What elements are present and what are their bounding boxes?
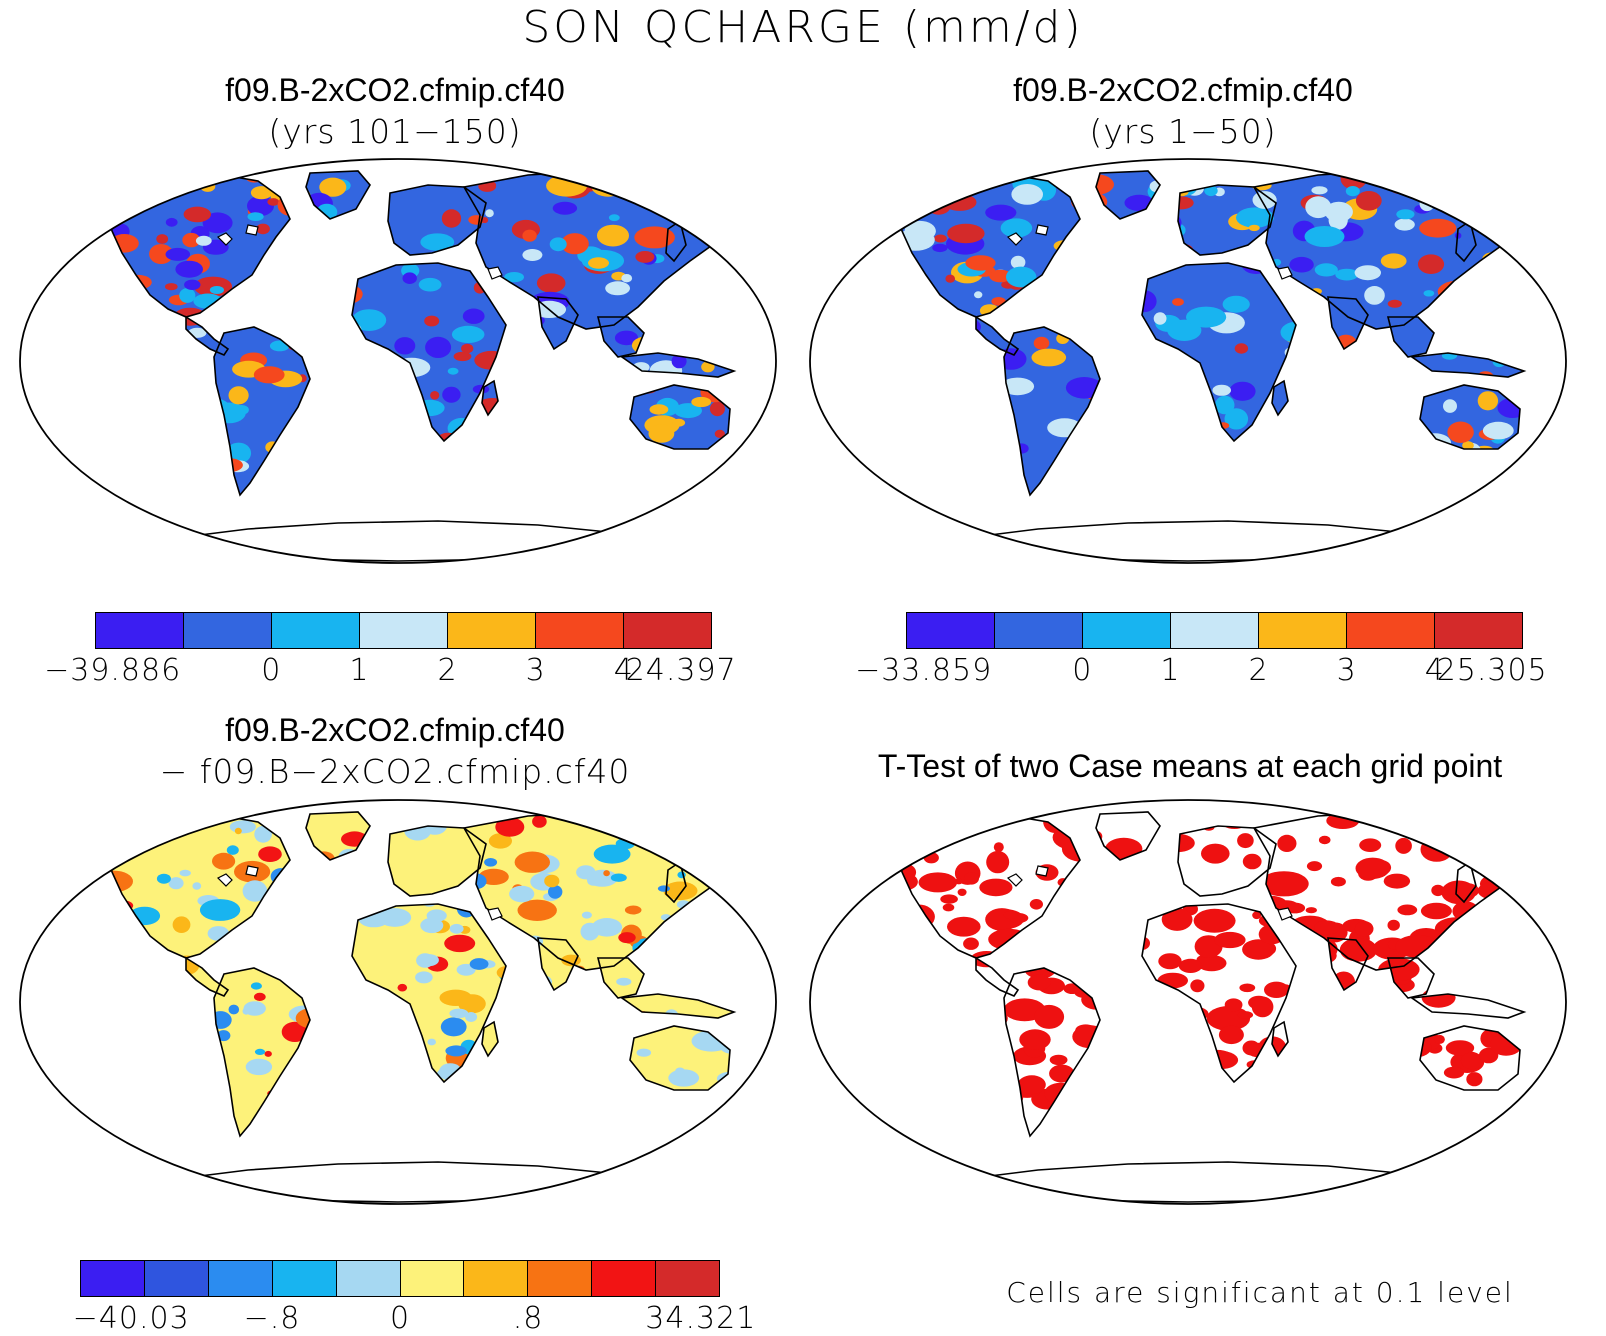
colorbar-swatch: [272, 1261, 337, 1296]
panel3-subtitle: − f09.B−2xCO2.cfmip.cf40: [159, 752, 631, 791]
colorbar-tick-label: −39.886: [44, 653, 182, 688]
colorbar-swatch: [907, 613, 995, 648]
colorbar-panel2: [906, 612, 1523, 649]
colorbar-swatch: [81, 1261, 145, 1296]
colorbar-swatch: [1259, 613, 1347, 648]
map-panel1: [19, 158, 777, 564]
colorbar-tick-label: 3: [1336, 653, 1357, 688]
colorbar-tick-label: 0: [389, 1301, 411, 1336]
colorbar-tick-label: −40.03: [72, 1301, 190, 1336]
colorbar-swatch: [336, 1261, 401, 1296]
colorbar-swatch: [1171, 613, 1259, 648]
colorbar-swatch: [208, 1261, 273, 1296]
colorbar-tick-label: 3: [525, 653, 546, 688]
colorbar-swatch: [995, 613, 1083, 648]
colorbar-panel3: [80, 1260, 720, 1297]
colorbar-swatch: [1083, 613, 1171, 648]
colorbar-swatch: [536, 613, 624, 648]
colorbar-swatch: [96, 613, 184, 648]
colorbar-swatch: [1435, 613, 1522, 648]
figure-title: SON QCHARGE (mm/d): [522, 2, 1084, 53]
colorbar-tick-label: 2: [1248, 653, 1269, 688]
colorbar-tick-label: 34.321: [645, 1301, 757, 1336]
map-panel2: [809, 158, 1567, 564]
colorbar-swatch: [624, 613, 711, 648]
panel3-case-title: f09.B-2xCO2.cfmip.cf40: [225, 712, 565, 748]
significance-footnote: Cells are significant at 0.1 level: [1006, 1276, 1514, 1309]
colorbar-swatch: [528, 1261, 593, 1296]
colorbar-tick-label: −33.859: [855, 653, 993, 688]
colorbar-tick-label: 1: [349, 653, 370, 688]
colorbar-tick-label: −.8: [243, 1301, 301, 1336]
colorbar-tick-label: .8: [512, 1301, 544, 1336]
colorbar-tick-label: 24.397: [625, 653, 737, 688]
panel1-case-title: f09.B-2xCO2.cfmip.cf40: [225, 72, 565, 108]
colorbar-tick-label: 4: [1424, 653, 1445, 688]
colorbar-tick-label: 0: [261, 653, 282, 688]
map-panel4: [809, 799, 1567, 1205]
panel1-subtitle: (yrs 101−150): [268, 112, 522, 151]
colorbar-swatch: [144, 1261, 209, 1296]
colorbar-swatch: [1347, 613, 1435, 648]
colorbar-swatch: [592, 1261, 657, 1296]
colorbar-tick-label: 1: [1160, 653, 1181, 688]
colorbar-tick-label: 0: [1072, 653, 1093, 688]
colorbar-swatch: [448, 613, 536, 648]
colorbar-tick-label: 4: [613, 653, 634, 688]
panel4-heading: T-Test of two Case means at each grid po…: [877, 748, 1503, 784]
map-panel3: [19, 799, 777, 1205]
panel2-subtitle: (yrs 1−50): [1089, 112, 1277, 151]
panel2-case-title: f09.B-2xCO2.cfmip.cf40: [1013, 72, 1353, 108]
colorbar-panel1: [95, 612, 712, 649]
colorbar-swatch: [656, 1261, 720, 1296]
colorbar-swatch: [360, 613, 448, 648]
colorbar-tick-label: 25.305: [1436, 653, 1548, 688]
colorbar-swatch: [464, 1261, 529, 1296]
colorbar-swatch: [184, 613, 272, 648]
colorbar-swatch: [400, 1261, 465, 1296]
colorbar-tick-label: 2: [437, 653, 458, 688]
colorbar-swatch: [272, 613, 360, 648]
